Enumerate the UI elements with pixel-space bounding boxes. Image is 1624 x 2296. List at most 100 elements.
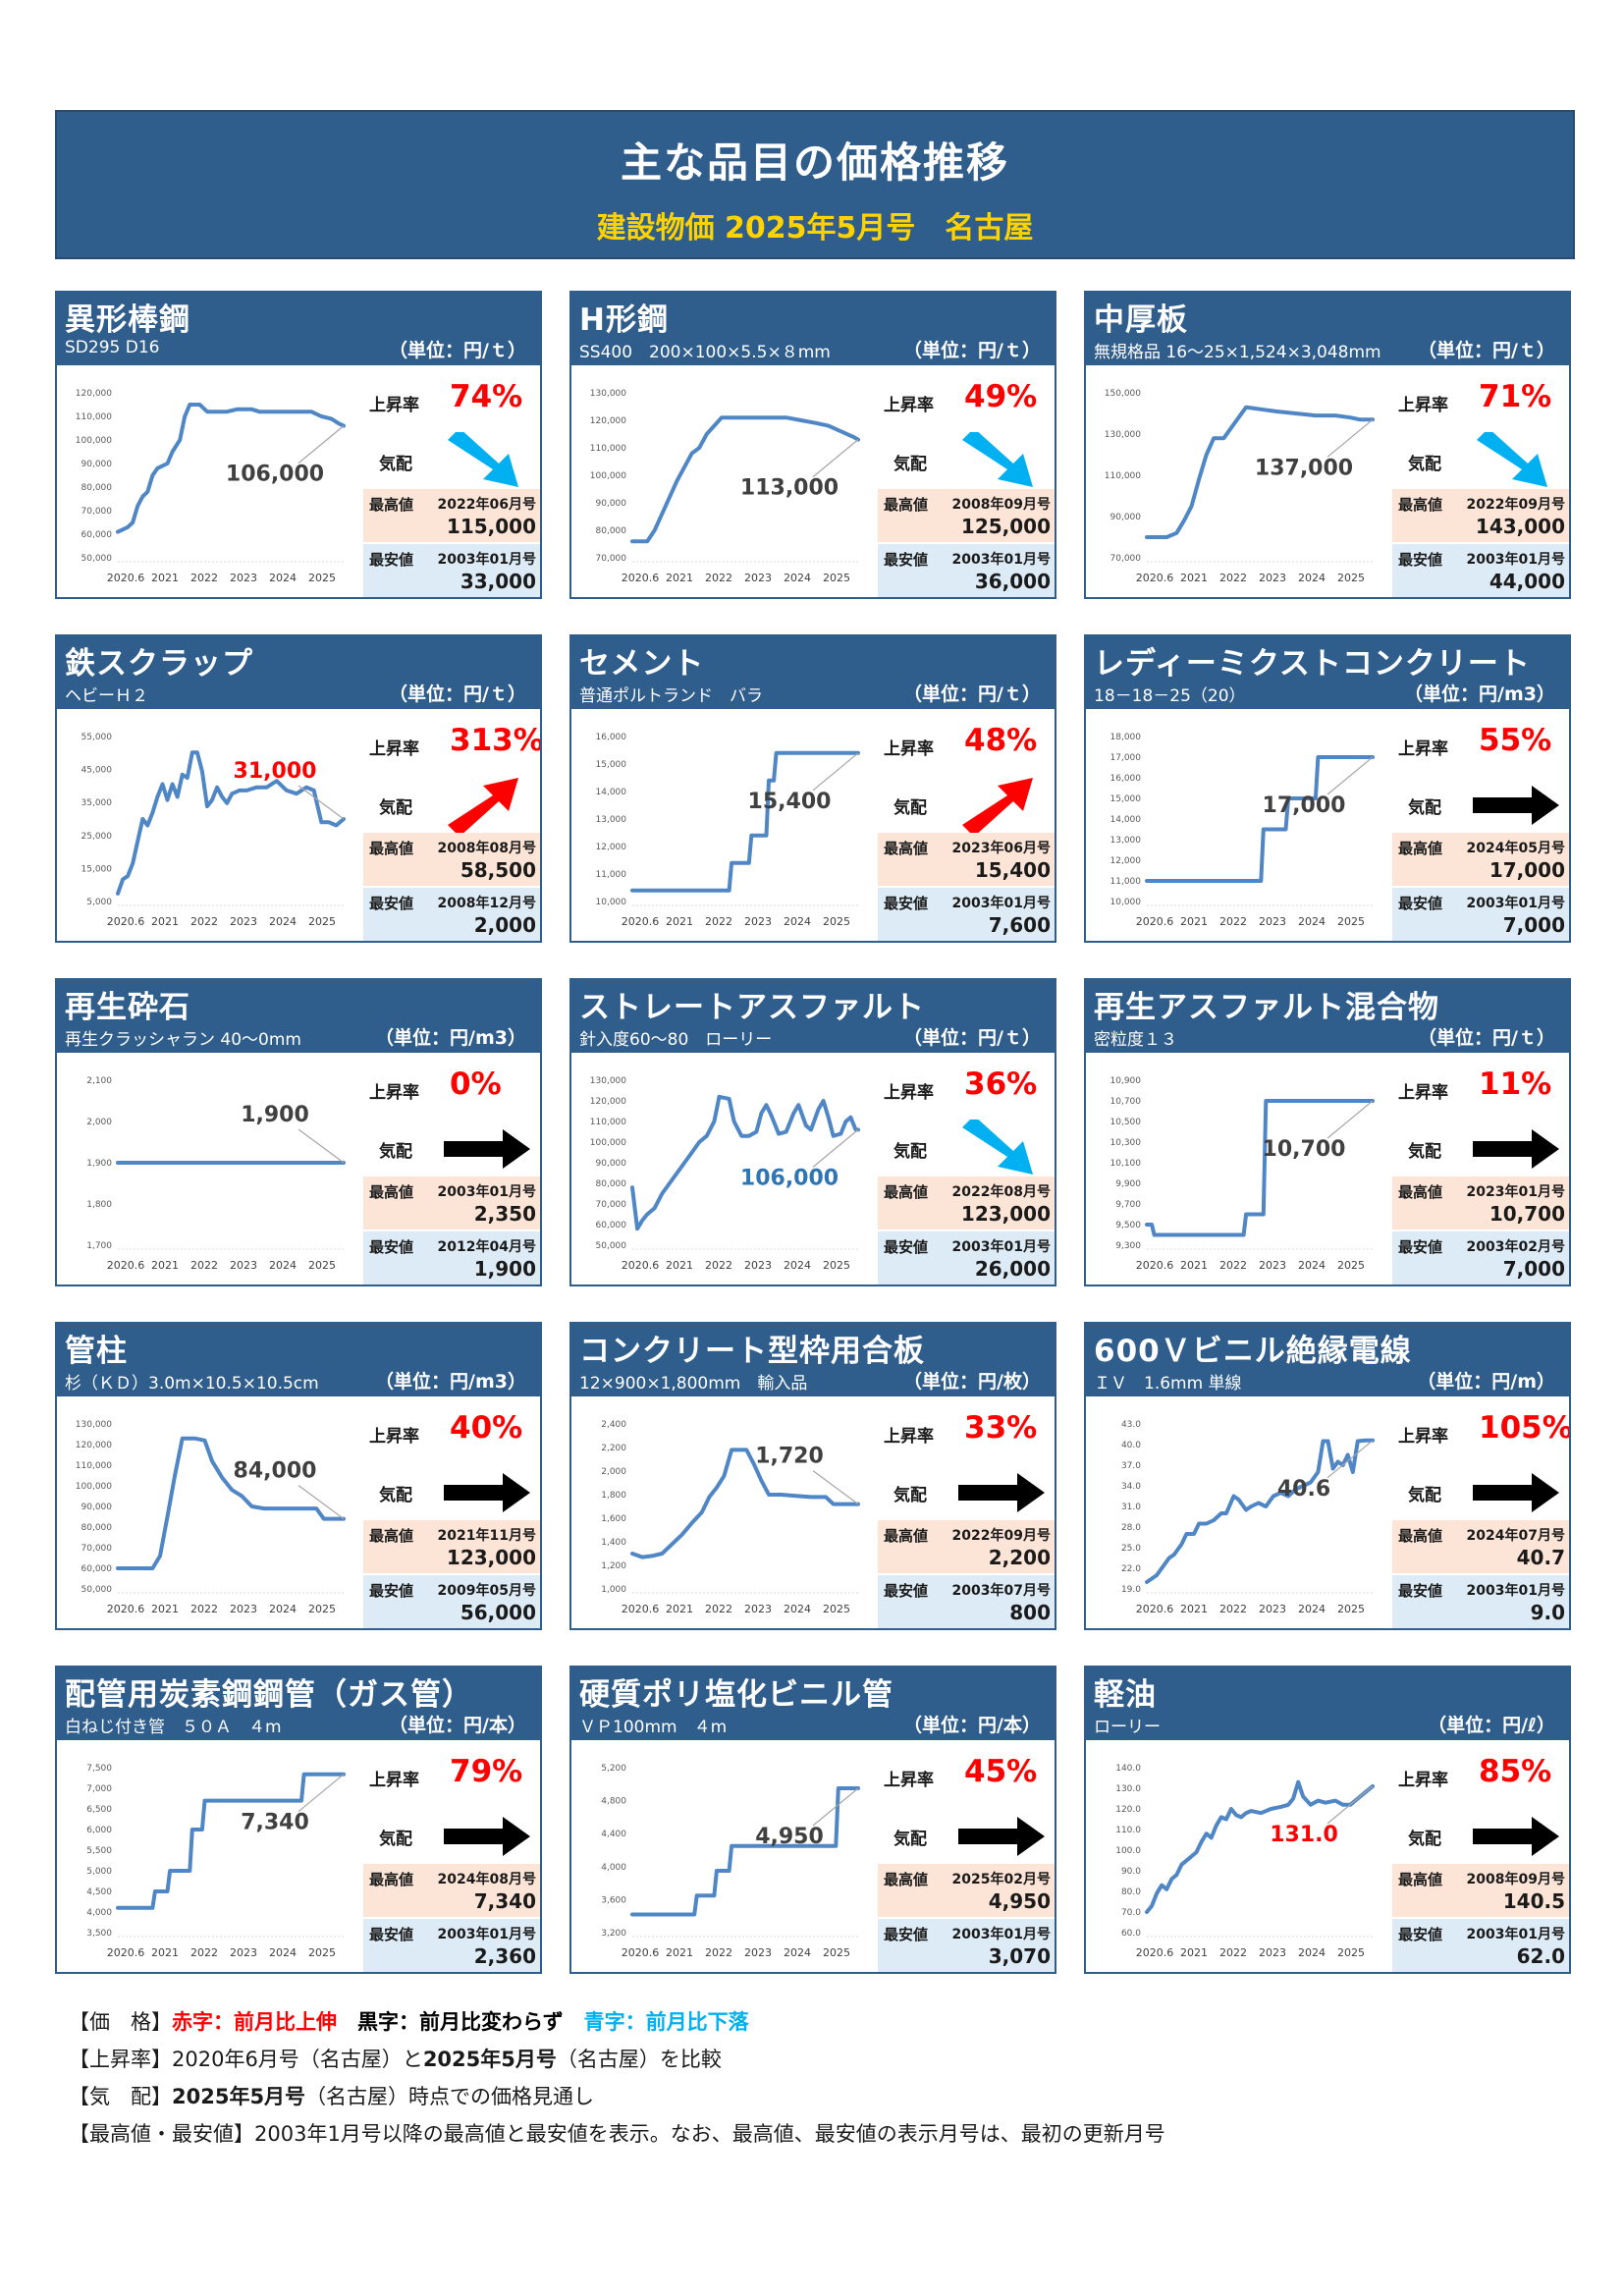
y-tick-label: 4,500 bbox=[86, 1887, 112, 1897]
y-tick-label: 22.0 bbox=[1121, 1564, 1141, 1574]
rate-value: 71% bbox=[1479, 379, 1552, 414]
y-tick-label: 5,000 bbox=[86, 1867, 112, 1877]
low-value: 9.0 bbox=[1530, 1601, 1565, 1624]
x-tick-label: 2025 bbox=[1337, 1259, 1365, 1272]
chart-svg: 2,100 2,000 1,900 1,800 1,700 2020.6 2021 2022 2… bbox=[86, 1076, 346, 1272]
item-name: 再生砕石 bbox=[65, 990, 190, 1025]
high-label: 最高値 bbox=[1398, 840, 1443, 857]
y-tick-label: 9,700 bbox=[1115, 1200, 1141, 1210]
price-line bbox=[116, 1436, 346, 1570]
y-tick-label: 25.0 bbox=[1121, 1544, 1141, 1554]
y-tick-label: 13,000 bbox=[596, 815, 627, 825]
item-spec: 白ねじ付き管 ５０Ａ ４m bbox=[65, 1718, 282, 1737]
y-tick-label: 25,000 bbox=[81, 832, 113, 842]
y-tick-label: 12,000 bbox=[1110, 856, 1142, 866]
rate-label: 上昇率 bbox=[1398, 1427, 1448, 1447]
price-card: 軽油 ローリー （単位：円/ℓ） 140.0 130.0 120.0 110.0 100.0 9… bbox=[1084, 1666, 1571, 1974]
y-tick-label: 9,500 bbox=[1115, 1221, 1141, 1230]
y-tick-label: 80,000 bbox=[596, 526, 627, 536]
callout-line bbox=[812, 1128, 859, 1168]
item-name: セメント bbox=[579, 646, 705, 682]
price-chart: 43.0 40.0 37.0 34.0 31.0 28.0 25.0 22.0 19.0 2020… bbox=[1086, 1396, 1390, 1628]
y-tick-label: 10,000 bbox=[596, 898, 627, 907]
high-label: 最高値 bbox=[884, 1527, 929, 1545]
flat-arrow-shape bbox=[1473, 786, 1559, 825]
low-label: 最安値 bbox=[884, 1238, 929, 1256]
page-subtitle: 建設物価 2025年5月号 名古屋 bbox=[596, 211, 1034, 246]
high-box: 最高値 2008年09月号 140.5 bbox=[1392, 1864, 1569, 1917]
x-tick-label: 2025 bbox=[1337, 1603, 1365, 1615]
high-label: 最高値 bbox=[1398, 1527, 1443, 1545]
high-value: 125,000 bbox=[960, 515, 1051, 538]
y-tick-label: 55,000 bbox=[81, 733, 113, 742]
low-month: 2003年02月号 bbox=[1466, 1239, 1565, 1255]
x-tick-label: 2022 bbox=[705, 1259, 732, 1272]
x-tick-label: 2023 bbox=[1259, 1946, 1286, 1959]
x-tick-label: 2024 bbox=[1298, 572, 1326, 584]
y-tick-label: 110,000 bbox=[590, 444, 626, 454]
down-arrow-shape bbox=[1477, 428, 1547, 487]
high-box: 最高値 2022年09月号 2,200 bbox=[878, 1520, 1055, 1573]
low-label: 最安値 bbox=[884, 1582, 929, 1600]
x-tick-label: 2025 bbox=[823, 915, 850, 928]
price-line bbox=[1145, 755, 1375, 883]
high-month: 2023年01月号 bbox=[1466, 1184, 1565, 1200]
low-box: 最安値 2003年01月号 7,600 bbox=[878, 888, 1055, 941]
down-arrow-svg bbox=[962, 1116, 1033, 1175]
y-tick-label: 130,000 bbox=[76, 1420, 112, 1430]
current-price-label: 1,900 bbox=[241, 1103, 309, 1127]
legend-rate-text1: 2020年6月号（名古屋）と bbox=[172, 2048, 423, 2071]
low-month: 2003年01月号 bbox=[1466, 1583, 1565, 1599]
legend-price-label: 【価 格】 bbox=[69, 2010, 172, 2034]
y-tick-label: 70,000 bbox=[1110, 554, 1142, 564]
high-label: 最高値 bbox=[369, 1871, 414, 1888]
callout-line bbox=[1326, 1440, 1374, 1479]
y-tick-label: 3,600 bbox=[601, 1895, 626, 1905]
x-tick-label: 2021 bbox=[151, 572, 179, 584]
high-month: 2022年09月号 bbox=[951, 1528, 1051, 1544]
y-tick-label: 4,400 bbox=[601, 1830, 626, 1839]
high-box: 最高値 2022年08月号 123,000 bbox=[878, 1176, 1055, 1230]
y-tick-label: 3,200 bbox=[601, 1929, 626, 1939]
high-value: 58,500 bbox=[460, 858, 536, 882]
x-tick-label: 2020.6 bbox=[107, 1603, 145, 1615]
y-tick-label: 15,000 bbox=[1110, 794, 1142, 804]
item-unit: （単位：円/ｔ） bbox=[389, 683, 526, 705]
low-box: 最安値 2009年05月号 56,000 bbox=[363, 1575, 540, 1628]
low-value: 7,000 bbox=[1502, 913, 1565, 937]
x-tick-label: 2023 bbox=[1259, 1603, 1286, 1615]
y-tick-label: 140.0 bbox=[1115, 1764, 1141, 1774]
x-tick-label: 2024 bbox=[1298, 1259, 1326, 1272]
x-tick-label: 2024 bbox=[784, 1259, 811, 1272]
flat-arrow-shape bbox=[1473, 1817, 1559, 1856]
y-tick-label: 50,000 bbox=[596, 1241, 627, 1251]
right-arrow-icon bbox=[1467, 1463, 1565, 1522]
current-price-label: 113,000 bbox=[740, 476, 839, 501]
down-arrow-icon bbox=[952, 1116, 1051, 1178]
y-tick-label: 6,500 bbox=[86, 1805, 112, 1815]
x-tick-label: 2024 bbox=[269, 915, 297, 928]
x-tick-label: 2022 bbox=[705, 1946, 732, 1959]
x-tick-label: 2021 bbox=[1180, 915, 1208, 928]
low-month: 2003年07月号 bbox=[951, 1583, 1051, 1599]
card-header: レディーミクストコンクリート 18－18－25（20） （単位：円/m3） bbox=[1086, 636, 1569, 709]
y-tick-label: 15,000 bbox=[81, 864, 113, 874]
low-month: 2003年01月号 bbox=[1466, 552, 1565, 568]
rate-value: 313% bbox=[450, 723, 542, 758]
high-box: 最高値 2025年02月号 4,950 bbox=[878, 1864, 1055, 1917]
trend-label: 気配 bbox=[893, 1486, 927, 1505]
item-name: 600Ｖビニル絶縁電線 bbox=[1094, 1334, 1412, 1369]
price-line bbox=[1145, 1099, 1375, 1237]
high-month: 2024年08月号 bbox=[437, 1872, 536, 1887]
x-tick-label: 2022 bbox=[190, 1259, 218, 1272]
item-unit: （単位：円/ｔ） bbox=[903, 683, 1041, 705]
item-spec: SD295 D16 bbox=[65, 338, 160, 357]
y-tick-label: 37.0 bbox=[1121, 1461, 1141, 1471]
up-arrow-shape bbox=[448, 778, 518, 837]
price-card: 再生砕石 再生クラッシャラン 40～0mm （単位：円/m3） 2,100 2,000 1… bbox=[55, 978, 542, 1286]
rate-label: 上昇率 bbox=[369, 1771, 419, 1790]
low-month: 2008年12月号 bbox=[437, 896, 536, 911]
low-box: 最安値 2008年12月号 2,000 bbox=[363, 888, 540, 941]
item-name: ストレートアスファルト bbox=[579, 990, 925, 1025]
y-tick-label: 120,000 bbox=[590, 1097, 626, 1107]
